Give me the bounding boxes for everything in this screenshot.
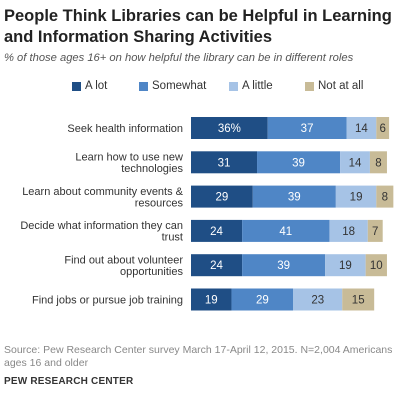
bar-segment (191, 288, 232, 311)
data-label: 15 (352, 295, 365, 307)
category-label: Decide what information they can trust (20, 220, 183, 244)
bar-segment (335, 185, 377, 208)
bar-segment (252, 185, 336, 208)
bar-segment (342, 288, 375, 311)
bar-segment (293, 288, 343, 311)
data-label: 23 (311, 295, 324, 307)
category-label: Find out about volunteer opportunities (64, 254, 183, 278)
legend-label-not-at-all: Not at all (318, 80, 364, 92)
chart-title: People Think Libraries can be Helpful in… (4, 7, 392, 46)
chart-legend: A lot Somewhat A little Not at all (0, 80, 420, 96)
data-label: 37 (301, 123, 314, 135)
bar-segment (191, 151, 258, 174)
bar-segment (191, 117, 268, 139)
category-label: Learn how to use new technologies (75, 152, 183, 176)
data-label: 7 (372, 226, 378, 238)
bar-segment (340, 151, 370, 174)
legend-item-somewhat: Somewhat (139, 80, 206, 92)
bar-segment (365, 254, 387, 277)
legend-swatch-somewhat (139, 81, 148, 91)
data-label: 6 (379, 123, 385, 135)
data-label: 36% (218, 123, 241, 135)
bar-segment (267, 117, 347, 139)
legend-label-a-little: A little (242, 80, 273, 92)
bar-segment (346, 117, 377, 139)
bar-segment (325, 254, 366, 277)
data-label: 29 (256, 295, 269, 307)
bar-segment (242, 219, 330, 242)
legend-swatch-a-lot (72, 81, 81, 91)
data-label: 39 (288, 192, 301, 204)
data-label: 24 (210, 226, 223, 238)
legend-label-somewhat: Somewhat (152, 80, 207, 92)
data-label: 10 (370, 260, 383, 272)
category-label: Find jobs or pursue job training (32, 295, 183, 307)
data-label: 8 (375, 157, 381, 169)
data-label: 19 (205, 295, 218, 307)
bar-segment (257, 151, 341, 174)
source-note: Source: Pew Research Center survey March… (4, 344, 393, 369)
bar-segment (329, 219, 368, 242)
data-label: 29 (215, 192, 228, 204)
data-label: 24 (210, 260, 223, 272)
bar-segment (376, 185, 394, 208)
data-label: 19 (339, 260, 352, 272)
data-label: 14 (349, 157, 362, 169)
legend-item-not-at-all: Not at all (305, 80, 363, 92)
data-label: 8 (382, 192, 388, 204)
bar-segment (367, 219, 383, 242)
category-label: Seek health information (67, 123, 183, 135)
data-label: 18 (342, 226, 355, 238)
data-label: 31 (218, 157, 231, 169)
data-label: 19 (350, 192, 363, 204)
legend-swatch-a-little (229, 81, 238, 91)
legend-swatch-not-at-all (305, 81, 314, 91)
bar-segment (191, 219, 243, 242)
bar-segment (191, 185, 253, 208)
chart-subtitle: % of those ages 16+ on how helpful the l… (4, 52, 354, 64)
bar-segment (369, 151, 387, 174)
bar-segment (231, 288, 294, 311)
category-label: Learn about community events & resources (22, 186, 183, 210)
bar-segment (242, 254, 326, 277)
bar-segment (191, 254, 243, 277)
data-label: 39 (292, 157, 305, 169)
data-label: 41 (279, 226, 292, 238)
bar-segment (376, 117, 390, 139)
data-label: 39 (277, 260, 290, 272)
data-label: 14 (355, 123, 368, 135)
legend-label-a-lot: A lot (85, 80, 108, 92)
legend-item-a-lot: A lot (72, 80, 107, 92)
organization-name: PEW RESEARCH CENTER (4, 376, 134, 387)
legend-item-a-little: A little (229, 80, 273, 92)
